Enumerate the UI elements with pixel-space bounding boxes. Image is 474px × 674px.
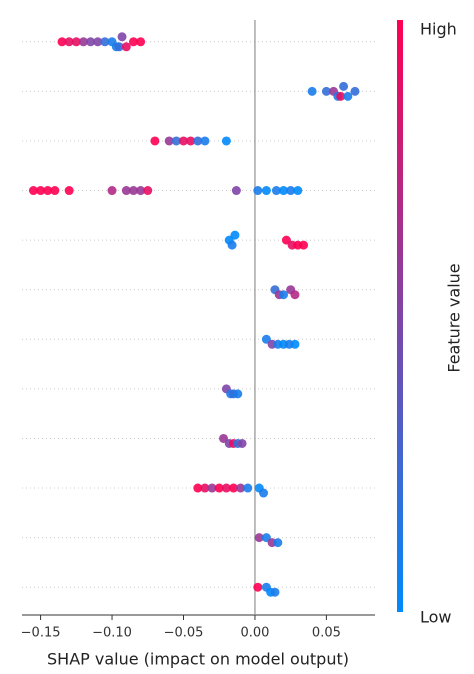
point bbox=[207, 483, 217, 493]
x-tick-label: 0.00 bbox=[240, 626, 269, 641]
colorbar bbox=[397, 20, 403, 612]
point bbox=[343, 91, 353, 101]
point bbox=[143, 186, 153, 196]
point bbox=[57, 37, 67, 47]
point bbox=[28, 186, 38, 196]
point bbox=[93, 37, 103, 47]
point bbox=[236, 483, 246, 493]
point bbox=[279, 290, 289, 300]
point bbox=[253, 582, 263, 592]
point bbox=[307, 86, 317, 96]
x-axis-label: SHAP value (impact on model output) bbox=[47, 650, 349, 669]
point bbox=[36, 186, 46, 196]
point bbox=[78, 37, 88, 47]
point bbox=[229, 483, 239, 493]
point bbox=[200, 483, 210, 493]
point bbox=[171, 136, 181, 146]
x-tick-label: 0.05 bbox=[312, 626, 341, 641]
point bbox=[200, 136, 210, 146]
point bbox=[121, 186, 131, 196]
point bbox=[121, 42, 131, 52]
point bbox=[261, 186, 271, 196]
point bbox=[186, 136, 196, 146]
point bbox=[128, 37, 138, 47]
point bbox=[270, 587, 280, 597]
x-tick-label: −0.10 bbox=[92, 626, 132, 641]
point bbox=[339, 81, 349, 91]
point bbox=[221, 136, 231, 146]
point bbox=[233, 389, 243, 399]
point bbox=[321, 86, 331, 96]
point bbox=[336, 91, 346, 101]
point bbox=[243, 483, 253, 493]
point bbox=[230, 230, 240, 240]
point bbox=[290, 290, 300, 300]
point bbox=[237, 438, 247, 448]
point bbox=[71, 37, 81, 47]
point bbox=[136, 37, 146, 47]
point bbox=[86, 37, 96, 47]
point bbox=[350, 86, 360, 96]
point bbox=[193, 136, 203, 146]
point bbox=[150, 136, 160, 146]
point bbox=[193, 483, 203, 493]
point bbox=[299, 240, 309, 250]
point bbox=[253, 186, 263, 196]
point bbox=[259, 488, 269, 498]
point bbox=[117, 32, 127, 42]
point bbox=[221, 483, 231, 493]
point bbox=[43, 186, 53, 196]
point bbox=[100, 37, 110, 47]
colorbar-low: Low bbox=[420, 608, 452, 627]
point bbox=[271, 186, 281, 196]
point bbox=[279, 186, 289, 196]
point bbox=[114, 42, 124, 52]
colorbar-high: High bbox=[420, 20, 457, 39]
point bbox=[64, 37, 74, 47]
point bbox=[107, 186, 117, 196]
point bbox=[254, 533, 264, 543]
point bbox=[214, 483, 224, 493]
point bbox=[128, 186, 138, 196]
point bbox=[231, 186, 241, 196]
point bbox=[286, 186, 296, 196]
point bbox=[178, 136, 188, 146]
point bbox=[136, 186, 146, 196]
colorbar-label: Feature value bbox=[445, 263, 464, 372]
point bbox=[227, 240, 237, 250]
point bbox=[50, 186, 60, 196]
point bbox=[293, 186, 303, 196]
x-tick-label: −0.15 bbox=[21, 626, 61, 641]
point bbox=[64, 186, 74, 196]
point bbox=[273, 538, 283, 548]
point bbox=[290, 339, 300, 349]
x-tick-label: −0.05 bbox=[164, 626, 204, 641]
point bbox=[164, 136, 174, 146]
